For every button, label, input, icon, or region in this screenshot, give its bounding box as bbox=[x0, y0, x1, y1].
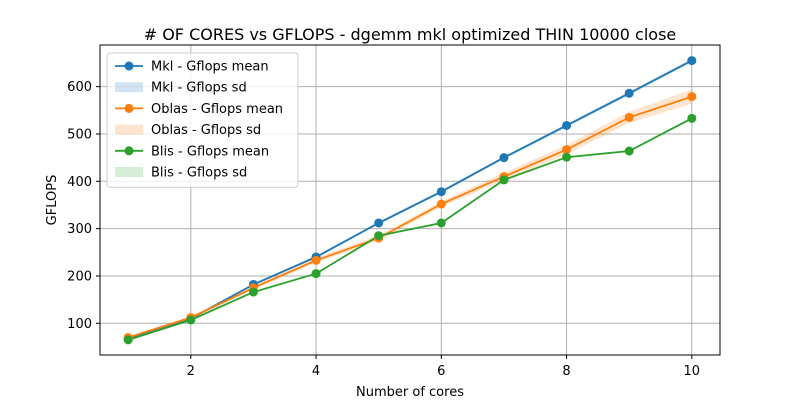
y-tick-label: 500 bbox=[67, 127, 92, 142]
y-tick-label: 200 bbox=[67, 269, 92, 284]
data-point-series-0 bbox=[374, 218, 384, 228]
legend-point-marker bbox=[124, 103, 134, 113]
y-tick-label: 400 bbox=[67, 175, 92, 190]
x-tick-label: 2 bbox=[187, 364, 195, 379]
legend-label: Mkl - Gflops mean bbox=[151, 60, 269, 75]
data-point-series-2 bbox=[562, 152, 572, 162]
data-point-series-2 bbox=[499, 175, 509, 185]
data-point-series-0 bbox=[687, 56, 697, 66]
data-point-series-1 bbox=[311, 255, 321, 265]
data-point-series-0 bbox=[562, 120, 572, 130]
legend-label: Mkl - Gflops sd bbox=[151, 81, 247, 96]
data-point-series-0 bbox=[436, 187, 446, 197]
x-tick-label: 4 bbox=[312, 364, 320, 379]
legend-band-swatch bbox=[115, 167, 143, 177]
data-point-series-1 bbox=[436, 199, 446, 209]
x-tick-label: 8 bbox=[562, 364, 570, 379]
y-tick-label: 300 bbox=[67, 222, 92, 237]
legend-label: Oblas - Gflops mean bbox=[151, 102, 283, 117]
x-axis-label: Number of cores bbox=[356, 385, 464, 400]
data-point-series-1 bbox=[562, 145, 572, 155]
legend: Mkl - Gflops mean Mkl - Gflops sd Oblas - … bbox=[106, 52, 299, 188]
data-point-series-2 bbox=[624, 146, 634, 156]
y-axis-label: GFLOPS bbox=[45, 175, 60, 226]
data-point-series-1 bbox=[624, 112, 634, 122]
chart-title: # OF CORES vs GFLOPS - dgemm mkl optimiz… bbox=[144, 25, 677, 44]
plot-frame bbox=[99, 44, 721, 356]
mean-line-series-1 bbox=[127, 95, 693, 339]
x-axis-ticks: 2 4 6 8 10 bbox=[187, 355, 700, 379]
x-tick-label: 10 bbox=[684, 364, 701, 379]
x-tick-label: 6 bbox=[437, 364, 445, 379]
data-point-series-1 bbox=[687, 92, 697, 102]
data-point-series-2 bbox=[186, 315, 196, 325]
legend-point-marker bbox=[124, 146, 134, 156]
data-points bbox=[123, 56, 697, 345]
legend-label: Blis - Gflops mean bbox=[151, 144, 269, 159]
data-point-series-2 bbox=[374, 231, 384, 241]
mean-line-series-2 bbox=[127, 117, 693, 341]
data-point-series-2 bbox=[687, 113, 697, 123]
mean-line-series-0 bbox=[127, 59, 693, 340]
data-point-series-2 bbox=[311, 269, 321, 279]
data-point-series-2 bbox=[123, 335, 133, 345]
legend-band-swatch bbox=[115, 82, 143, 93]
legend-point-marker bbox=[124, 61, 134, 71]
data-point-series-0 bbox=[499, 153, 509, 163]
series-lines bbox=[127, 59, 693, 341]
legend-label: Oblas - Gflops sd bbox=[151, 123, 261, 138]
y-tick-label: 600 bbox=[67, 80, 92, 95]
data-point-series-0 bbox=[624, 88, 634, 98]
data-point-series-2 bbox=[436, 218, 446, 228]
legend-band-swatch bbox=[115, 124, 143, 135]
y-axis-ticks: 100 200 300 400 500 600 bbox=[67, 80, 100, 332]
legend-box bbox=[106, 52, 299, 188]
legend-label: Blis - Gflops sd bbox=[151, 166, 247, 181]
data-point-series-2 bbox=[248, 287, 258, 297]
y-tick-label: 100 bbox=[67, 317, 92, 332]
